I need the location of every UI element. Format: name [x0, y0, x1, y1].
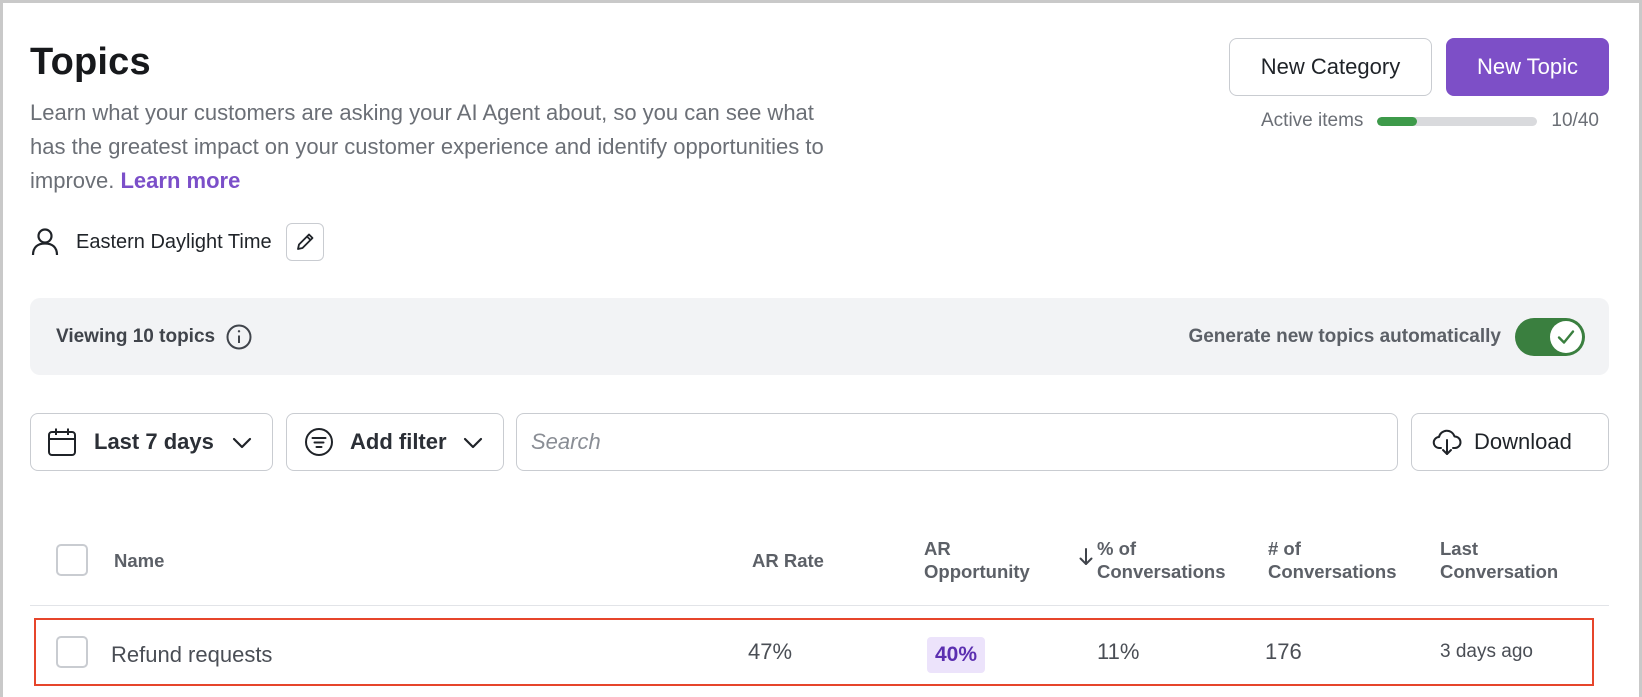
filter-icon	[305, 428, 333, 456]
column-num-conversations-line1: # of	[1268, 538, 1301, 559]
calendar-icon	[48, 428, 76, 456]
active-items-label: Active items	[1261, 110, 1364, 131]
column-last-conversation-line2: Conversation	[1440, 561, 1559, 582]
timezone-row: Eastern Daylight Time	[30, 222, 324, 262]
topic-name[interactable]: Refund requests	[111, 642, 273, 667]
column-pct-conversations-line1: % of	[1097, 538, 1137, 559]
sort-descending-icon[interactable]	[1076, 547, 1096, 567]
column-pct-conversations-line2: Conversations	[1097, 561, 1226, 582]
column-num-conversations-line2: Conversations	[1268, 561, 1397, 582]
select-all-checkbox[interactable]	[56, 544, 88, 576]
active-items-meter: Active items 10/40	[1261, 107, 1609, 135]
active-items-progress	[1377, 116, 1538, 126]
column-ar-opportunity-line2: Opportunity	[924, 561, 1030, 582]
column-ar-opportunity-line1: AR	[924, 538, 951, 559]
auto-generate-label: Generate new topics automatically	[1188, 325, 1501, 347]
new-topic-button[interactable]: New Topic	[1446, 38, 1609, 96]
viewing-count-group: Viewing 10 topics	[56, 298, 253, 375]
column-ar-opportunity[interactable]: AR Opportunity	[924, 537, 1030, 583]
viewing-banner: Viewing 10 topics Generate new topics au…	[30, 298, 1609, 375]
column-ar-rate[interactable]: AR Rate	[752, 550, 824, 571]
auto-generate-group: Generate new topics automatically	[1188, 298, 1609, 375]
add-filter-label: Add filter	[350, 429, 447, 454]
auto-generate-toggle[interactable]	[1515, 317, 1585, 356]
search-box	[516, 413, 1398, 471]
viewing-count: Viewing 10 topics	[56, 325, 216, 347]
column-last-conversation-line1: Last	[1440, 538, 1479, 559]
new-category-button[interactable]: New Category	[1229, 38, 1432, 96]
last-conversation-value: 3 days ago	[1440, 641, 1533, 662]
active-items-count: 10/40	[1551, 110, 1599, 131]
timezone-label: Eastern Daylight Time	[76, 230, 272, 253]
row-checkbox[interactable]	[56, 636, 88, 668]
toggle-knob	[1550, 320, 1582, 353]
num-conversations-value: 176	[1265, 639, 1302, 664]
column-num-conversations[interactable]: # of Conversations	[1268, 537, 1397, 583]
cloud-download-icon	[1432, 429, 1462, 455]
pencil-icon	[296, 233, 314, 250]
column-name[interactable]: Name	[114, 550, 165, 571]
active-items-progress-fill	[1377, 116, 1418, 126]
description-text: Learn what your customers are asking you…	[30, 100, 824, 193]
pct-conversations-value: 11%	[1097, 639, 1140, 664]
date-range-select[interactable]: Last 7 days	[30, 413, 273, 471]
learn-more-link[interactable]: Learn more	[120, 168, 241, 193]
chevron-down-icon	[232, 437, 252, 449]
info-icon[interactable]	[225, 323, 253, 351]
person-icon	[31, 228, 59, 256]
column-last-conversation[interactable]: Last Conversation	[1440, 537, 1558, 583]
table-row[interactable]: Refund requests 47% 40% 11% 176 3 days a…	[34, 618, 1594, 686]
search-input[interactable]	[531, 414, 1397, 470]
add-filter-select[interactable]: Add filter	[286, 413, 504, 471]
download-button[interactable]: Download	[1411, 413, 1609, 471]
ar-rate-value: 47%	[748, 639, 793, 664]
column-pct-conversations[interactable]: % of Conversations	[1097, 537, 1226, 583]
table-header: Name AR Rate AR Opportunity % of Convers…	[30, 523, 1609, 606]
page-title: Topics	[30, 41, 151, 83]
check-icon	[1557, 329, 1575, 344]
ar-opportunity-badge: 40%	[927, 637, 986, 673]
page-description: Learn what your customers are asking you…	[30, 96, 830, 198]
chevron-down-icon	[463, 437, 483, 449]
download-label: Download	[1474, 429, 1572, 454]
date-range-value: Last 7 days	[94, 429, 214, 454]
edit-timezone-button[interactable]	[285, 223, 324, 261]
